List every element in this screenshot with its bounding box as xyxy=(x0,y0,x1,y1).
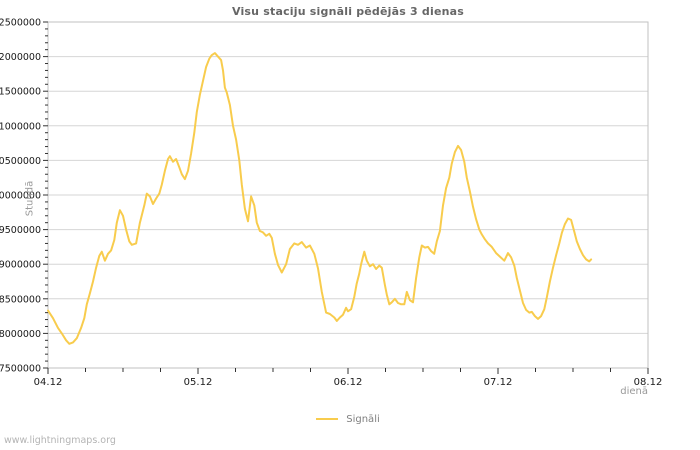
y-tick-label: 8000000 xyxy=(0,329,41,340)
legend-line-swatch xyxy=(316,418,339,420)
y-tick-label: 8500000 xyxy=(0,294,41,305)
watermark-text: www.lightningmaps.org xyxy=(4,435,116,446)
y-tick-label: 12500000 xyxy=(0,18,41,29)
y-tick-label: 9000000 xyxy=(0,260,41,271)
x-tick-label: 06.12 xyxy=(334,377,363,388)
x-tick-label: 04.12 xyxy=(34,377,63,388)
x-tick-label: 05.12 xyxy=(184,377,213,388)
legend: Signāli xyxy=(48,412,648,426)
y-tick-label: 10500000 xyxy=(0,156,41,167)
y-tick-label: 9500000 xyxy=(0,225,41,236)
y-tick-label: 12000000 xyxy=(0,52,41,63)
legend-label: Signāli xyxy=(346,413,380,425)
x-tick-label: 07.12 xyxy=(484,377,513,388)
x-axis-title: dienā xyxy=(620,386,648,397)
y-tick-label: 7500000 xyxy=(0,364,41,375)
chart-title: Visu staciju signāli pēdējās 3 dienas xyxy=(231,5,465,18)
signals-series-line xyxy=(47,52,593,345)
y-tick-label: 10000000 xyxy=(0,191,41,202)
y-tick-label: 11000000 xyxy=(0,121,41,132)
x-tick-label: 08.12 xyxy=(634,377,663,388)
y-tick-label: 11500000 xyxy=(0,87,41,98)
y-axis-title: Stundā xyxy=(24,180,36,217)
